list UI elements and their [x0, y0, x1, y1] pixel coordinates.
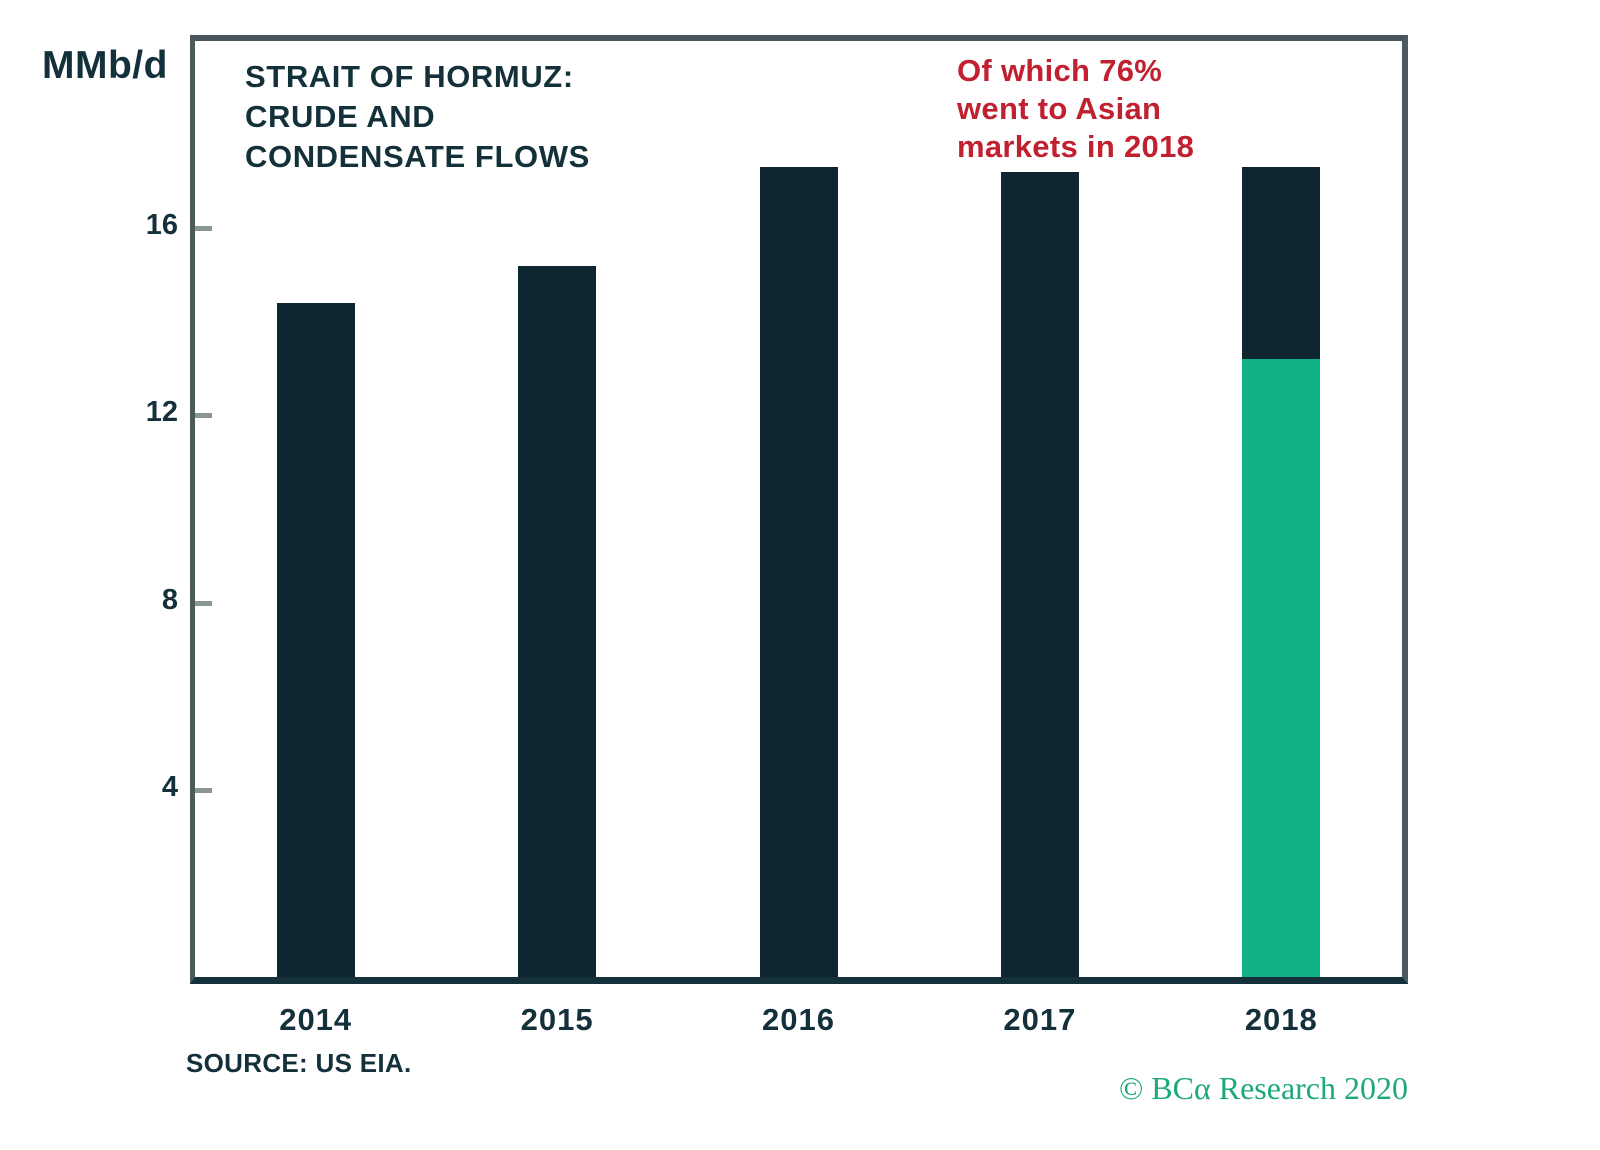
plot-area: STRAIT OF HORMUZ: CRUDE AND CONDENSATE F… [190, 35, 1408, 984]
chart-title: STRAIT OF HORMUZ: CRUDE AND CONDENSATE F… [245, 59, 590, 174]
y-tick-mark [195, 226, 212, 232]
bar-2015 [518, 265, 597, 977]
copyright-note: © BCα Research 2020 [1118, 1070, 1408, 1106]
y-tick-label: 4 [161, 770, 178, 803]
bar-2014 [276, 303, 355, 977]
y-tick-label: 16 [145, 209, 178, 242]
bar-2016 [759, 167, 838, 977]
y-tick-mark [195, 787, 212, 793]
x-tick-label: 2017 [1003, 1002, 1077, 1037]
x-tick-label: 2018 [1244, 1002, 1318, 1037]
bar-2017 [1000, 172, 1079, 977]
y-tick-mark [195, 600, 212, 606]
x-tick-label: 2016 [762, 1002, 835, 1037]
x-tick-label: 2014 [279, 1002, 353, 1037]
source-note: SOURCE: US EIA. [186, 1048, 412, 1078]
y-tick-label: 8 [161, 583, 178, 616]
bar-2018 [1242, 167, 1321, 977]
annotation-asian-share: Of which 76% went to Asian markets in 20… [957, 53, 1195, 164]
y-tick-label: 12 [145, 396, 178, 429]
y-tick-mark [195, 413, 212, 419]
y-axis-unit-label: MMb/d [42, 44, 168, 87]
bar-segment-asian-share [1242, 359, 1321, 977]
x-tick-label: 2015 [520, 1002, 594, 1037]
